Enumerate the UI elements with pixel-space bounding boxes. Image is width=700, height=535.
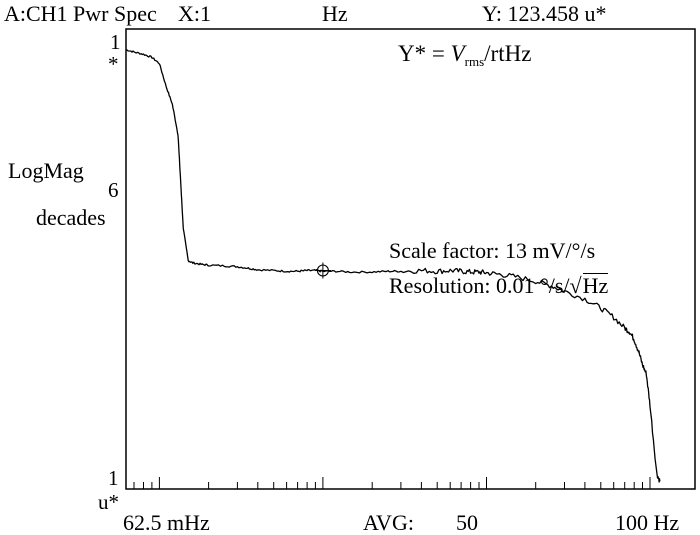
x-readout: X:1 bbox=[178, 1, 211, 26]
units-variable: V bbox=[450, 41, 465, 66]
plot-frame bbox=[125, 28, 696, 490]
channel-label: A:CH1 Pwr Spec bbox=[4, 1, 157, 26]
y-bottom-value: 1 bbox=[108, 466, 119, 490]
y-axis-title-decades: decades bbox=[36, 205, 106, 230]
units-annotation: Y* = Vrms/rtHz bbox=[398, 42, 531, 68]
resolution-text: Resolution: 0.01 °/s/√Hz bbox=[389, 273, 609, 298]
scale-factor-text: Scale factor: 13 mV/°/s bbox=[389, 238, 596, 263]
y-readout: Y: 123.458 u* bbox=[482, 1, 607, 26]
x-axis-ticks bbox=[133, 477, 651, 489]
y-top-unit: * bbox=[108, 52, 119, 76]
sqrt-icon: √ bbox=[569, 273, 582, 298]
resolution-prefix: Resolution: 0.01 °/s/ bbox=[389, 273, 570, 298]
resolution-sqrt-value: Hz bbox=[582, 273, 609, 298]
x-start-label: 62.5 mHz bbox=[123, 510, 210, 535]
x-unit-label: Hz bbox=[322, 1, 348, 26]
x-end-label: 100 Hz bbox=[615, 510, 680, 535]
units-subscript: rms bbox=[464, 54, 485, 69]
spectrum-trace bbox=[125, 49, 661, 483]
marker-crosshair-icon bbox=[314, 262, 331, 279]
y-top-value: 1 bbox=[110, 30, 121, 54]
units-suffix: /rtHz bbox=[484, 41, 532, 66]
y-mid-value: 6 bbox=[108, 178, 119, 202]
avg-label: AVG: bbox=[363, 510, 414, 535]
avg-value: 50 bbox=[456, 510, 478, 535]
units-prefix: Y* = bbox=[398, 41, 451, 66]
y-bottom-unit: u* bbox=[98, 490, 119, 514]
y-axis-title-logmag: LogMag bbox=[8, 158, 84, 183]
